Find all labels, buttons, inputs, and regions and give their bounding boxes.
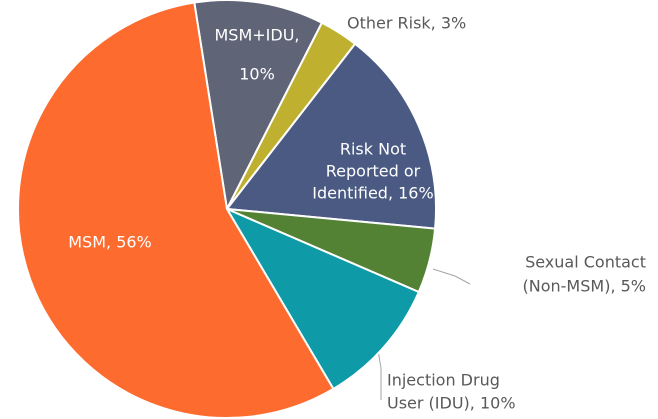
data-label: Sexual Contact	[525, 253, 646, 272]
data-label: Reported or	[326, 162, 421, 181]
data-label: Other Risk, 3%	[347, 14, 466, 33]
data-label: User (IDU), 10%	[387, 394, 516, 413]
leader-line	[377, 349, 382, 400]
data-label: MSM, 56%	[68, 233, 152, 252]
data-label: 10%	[239, 65, 275, 84]
pie-slice	[225, 42, 437, 230]
pie-slice	[193, 0, 324, 213]
pie-slice	[224, 206, 421, 391]
leader-line	[432, 268, 471, 285]
data-label: Identified, 16%	[312, 184, 433, 203]
data-label: Injection Drug	[387, 371, 500, 390]
data-label: Risk Not	[340, 140, 406, 159]
pie-slice	[17, 1, 335, 419]
data-label: MSM+IDU,	[214, 26, 299, 45]
data-label: (Non-MSM), 5%	[523, 277, 646, 296]
